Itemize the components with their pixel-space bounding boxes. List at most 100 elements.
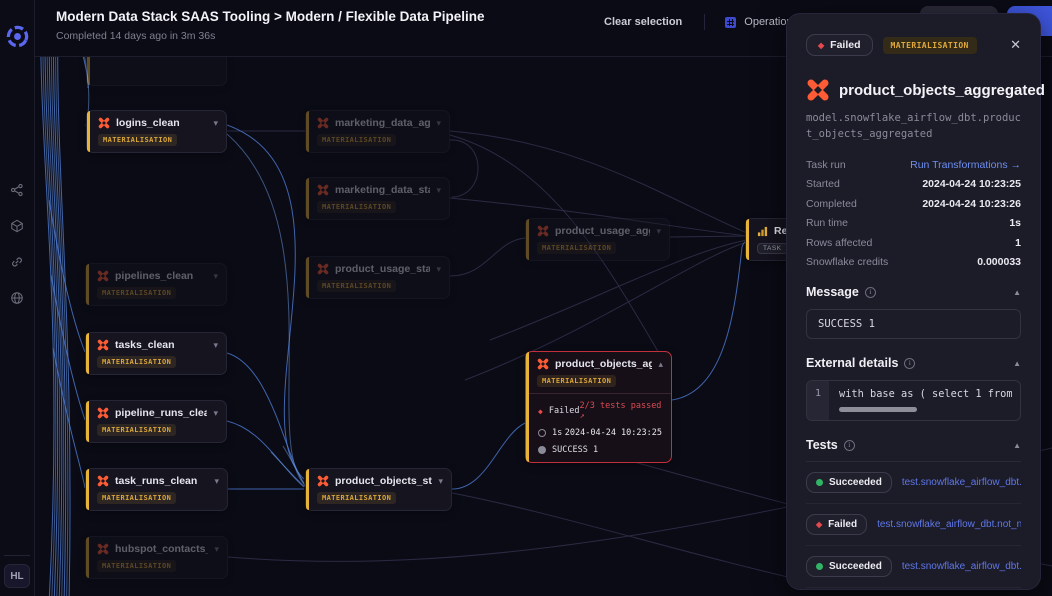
breadcrumb-title: Modern Data Stack SAAS Tooling > Modern … xyxy=(56,9,485,24)
graph-node-product_objects_aggregated[interactable]: product_objects_aggregated ▴ MATERIALISA… xyxy=(525,351,672,463)
dbt-logo-icon xyxy=(317,184,329,196)
node-accent-bar xyxy=(746,219,749,260)
message-body: SUCCESS 1 xyxy=(806,309,1021,340)
node-accent-bar xyxy=(86,333,89,374)
materialisation-badge: MATERIALISATION xyxy=(97,356,177,368)
test-row: ◆Failed test.snowflake_airflow_dbt.not_nu… xyxy=(806,504,1021,547)
node-label: tasks_clean xyxy=(115,339,175,351)
tests-passed-link[interactable]: 2/3 tests passed ↗ xyxy=(579,401,662,421)
graph-node-marketing_data_staging[interactable]: marketing_data_staging ▾ MATERIALISATION xyxy=(305,177,450,220)
graph-node-product_usage_aggregated[interactable]: product_usage_aggregated ▾ MATERIALISATI… xyxy=(525,218,670,261)
detail-value: 2024-04-24 10:23:26 xyxy=(922,197,1021,210)
node-accent-bar xyxy=(86,264,89,305)
test-status-badge: Succeeded xyxy=(806,556,892,578)
external-details-section-title: External details xyxy=(806,356,899,371)
graph-node-logins_clean[interactable]: logins_clean ▾ MATERIALISATION xyxy=(86,110,227,153)
materialisation-badge: MATERIALISATION xyxy=(882,36,977,54)
dbt-logo-icon xyxy=(317,263,329,275)
materialisation-badge: MATERIALISATION xyxy=(97,560,177,572)
graph-node-marketing_data_aggregated[interactable]: marketing_data_aggregated ▾ MATERIALISAT… xyxy=(305,110,450,153)
node-title: product_objects_aggregated xyxy=(839,81,1045,99)
chevron-icon[interactable]: ▾ xyxy=(213,270,218,281)
collapse-icon[interactable]: ▲ xyxy=(1013,287,1021,297)
sidebar-divider xyxy=(4,555,30,556)
horizontal-scrollbar[interactable] xyxy=(839,407,917,413)
info-icon: i xyxy=(864,286,876,298)
node-label: hubspot_contacts_clean xyxy=(115,543,208,555)
materialisation-badge: MATERIALISATION xyxy=(317,134,397,146)
collapse-icon[interactable]: ▲ xyxy=(1013,440,1021,450)
test-link[interactable]: test.snowflake_airflow_dbt.not_null_pr xyxy=(901,561,1021,573)
test-status-badge: Succeeded xyxy=(806,472,892,494)
chevron-icon[interactable]: ▾ xyxy=(213,407,218,418)
detail-row: Task run Run Transformations → xyxy=(806,159,1021,171)
chevron-icon[interactable]: ▾ xyxy=(214,543,219,554)
node-accent-bar xyxy=(526,219,529,260)
graph-node-tasks_clean[interactable]: tasks_clean ▾ MATERIALISATION xyxy=(85,332,227,375)
detail-row: Rows affected 1 xyxy=(806,237,1021,249)
materialisation-badge: MATERIALISATION xyxy=(317,280,397,292)
connections-link-icon[interactable] xyxy=(10,255,24,269)
failed-diamond-icon: ◆ xyxy=(818,40,825,50)
powerbi-chart-icon xyxy=(757,226,768,236)
node-accent-bar xyxy=(86,537,89,578)
graph-node-task_runs_clean[interactable]: task_runs_clean ▾ MATERIALISATION xyxy=(85,468,228,511)
node-label: pipelines_clean xyxy=(115,270,194,282)
graph-node-pipelines_clean[interactable]: pipelines_clean ▾ MATERIALISATION xyxy=(85,263,227,306)
test-link[interactable]: test.snowflake_airflow_dbt.unique_pro xyxy=(901,477,1021,489)
dbt-logo-icon xyxy=(98,117,110,129)
node-accent-bar xyxy=(87,45,90,85)
left-sidebar: HL xyxy=(0,0,35,596)
node-label: product_objects_aggregated xyxy=(555,358,653,370)
materialisation-badge: MATERIALISATION xyxy=(97,424,177,436)
node-duration: 1s xyxy=(552,428,563,438)
node-status: Failed xyxy=(548,406,580,416)
node-accent-bar xyxy=(86,469,89,510)
graph-node-hubspot_contacts_clean[interactable]: hubspot_contacts_clean ▾ MATERIALISATION xyxy=(85,536,228,579)
node-label: pipeline_runs_clean xyxy=(115,407,208,419)
chevron-icon[interactable]: ▾ xyxy=(436,184,441,195)
info-icon: i xyxy=(843,439,855,451)
graph-node-product_objects_staging[interactable]: product_objects_staging ▾ MATERIALISATIO… xyxy=(305,468,452,511)
header-divider xyxy=(704,14,706,30)
chevron-icon[interactable]: ▾ xyxy=(213,339,218,350)
clear-selection-button[interactable]: Clear selection xyxy=(604,16,683,28)
products-cube-icon[interactable] xyxy=(10,219,24,233)
chevron-icon[interactable]: ▾ xyxy=(436,117,441,128)
close-icon[interactable]: ✕ xyxy=(1010,37,1021,52)
collapse-icon[interactable]: ▲ xyxy=(1013,358,1021,368)
pipelines-network-icon[interactable] xyxy=(10,183,24,197)
orchestra-logo-icon[interactable] xyxy=(6,25,29,48)
chevron-icon[interactable]: ▾ xyxy=(213,117,218,128)
node-run-summary: ◆ Failed 2/3 tests passed ↗ 1s 2024-04-24… xyxy=(529,393,671,462)
dbt-logo-icon xyxy=(807,79,829,101)
test-link[interactable]: test.snowflake_airflow_dbt.not_null_pr xyxy=(877,519,1021,531)
detail-label: Task run xyxy=(806,158,846,171)
dbt-logo-icon xyxy=(97,339,109,351)
succeeded-dot-icon xyxy=(816,479,823,487)
materialisation-badge: MATERIALISATION xyxy=(317,492,397,504)
dbt-logo-icon xyxy=(317,475,329,487)
test-row: Succeeded test.snowflake_airflow_dbt.uniq… xyxy=(806,462,1021,505)
clock-icon xyxy=(538,429,546,437)
materialisation-badge: MATERIALISATION xyxy=(97,287,177,299)
line-number: 1 xyxy=(807,381,829,421)
chevron-icon[interactable]: ▾ xyxy=(214,475,219,486)
graph-node-pipeline_runs_clean[interactable]: pipeline_runs_clean ▾ MATERIALISATION xyxy=(85,400,227,443)
integrations-globe-icon[interactable] xyxy=(10,291,24,305)
node-label: logins_clean xyxy=(116,117,180,129)
dbt-logo-icon xyxy=(537,225,549,237)
dbt-logo-icon xyxy=(97,270,109,282)
detail-label: Started xyxy=(806,178,840,191)
graph-node-product_usage_staging[interactable]: product_usage_staging ▾ MATERIALISATION xyxy=(305,256,450,299)
user-avatar[interactable]: HL xyxy=(4,564,30,588)
materialisation-badge: MATERIALISATION xyxy=(98,134,178,146)
failed-diamond-icon: ◆ xyxy=(538,406,543,416)
chevron-icon[interactable]: ▴ xyxy=(658,358,663,369)
chevron-icon[interactable]: ▾ xyxy=(436,263,441,274)
materialisation-badge: MATERIALISATION xyxy=(97,492,177,504)
chevron-icon[interactable]: ▾ xyxy=(656,225,661,236)
chevron-icon[interactable]: ▾ xyxy=(438,475,443,486)
task-run-link[interactable]: Run Transformations → xyxy=(910,158,1021,171)
node-accent-bar xyxy=(306,469,309,510)
